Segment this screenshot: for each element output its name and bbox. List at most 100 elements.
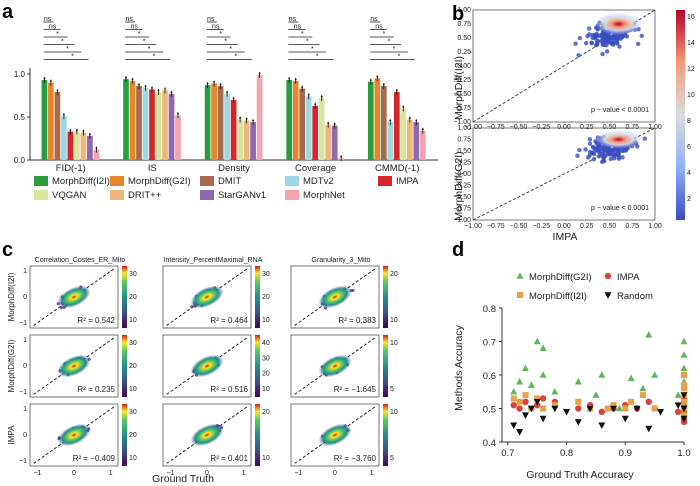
data-dot: [258, 72, 261, 75]
category-label: IS: [148, 163, 157, 174]
bar: [54, 92, 61, 160]
sig-mark: *: [138, 31, 141, 38]
data-dot: [415, 119, 418, 122]
bar: [217, 86, 224, 160]
data-dot: [294, 78, 297, 81]
marker-triangle-up: [516, 377, 524, 385]
bar: [406, 119, 413, 160]
x-tick-label: 0.75: [625, 124, 639, 131]
y-tick-label: 0.6: [483, 371, 496, 382]
marker-square: [551, 402, 558, 409]
legend-swatch: [285, 190, 299, 200]
y-tick-label: 0.50: [457, 35, 471, 42]
bar: [243, 120, 250, 160]
x-tick-label: −0.50: [510, 223, 528, 230]
marker-triangle-up: [539, 344, 547, 351]
data-dot: [301, 86, 304, 89]
scatter-point: [616, 155, 622, 160]
marker-triangle-down: [680, 392, 688, 399]
colorbar-tick-label: 5: [390, 455, 394, 462]
bar: [149, 89, 155, 160]
data-dot: [170, 91, 173, 94]
data-dot: [333, 123, 336, 125]
scatter-point: [642, 136, 648, 141]
series-Random: [510, 392, 688, 436]
data-dot: [226, 91, 229, 94]
colorbar-tick-label: 10: [390, 317, 398, 324]
colorbar-tick-label: 10: [687, 92, 695, 99]
data-dot: [43, 77, 46, 80]
panel-c-subplot: R² = 0.464 30 20 10: [162, 265, 270, 329]
column-title: Granularity_3_Mito: [311, 257, 370, 264]
colorbar-tick-label: 10: [129, 317, 137, 324]
bar: [162, 90, 168, 160]
r2-label: R² = −1.645: [334, 385, 377, 394]
r2-label: R² = 0.383: [338, 316, 376, 325]
scatter-point: [620, 155, 625, 160]
marker-triangle-up: [592, 391, 600, 398]
y-tick-label: 0: [23, 432, 27, 439]
scatter-point: [600, 42, 606, 47]
data-dot: [63, 113, 65, 116]
data-dot: [125, 76, 127, 79]
x-tick-label: 1: [109, 470, 113, 477]
colorbar-tick-label: 20: [390, 271, 398, 278]
colorbar-tick-label: 4: [687, 170, 691, 177]
legend-label: MorphDiff(G2I): [128, 176, 191, 187]
panel-a-legend: MorphDiff(I2I) VQGAN MorphDiff(G2I) DRIT++ D…: [34, 176, 419, 201]
sig-mark: *: [148, 46, 151, 53]
scatter-point: [587, 32, 592, 37]
scatter-point: [583, 147, 588, 152]
scatter-point: [576, 53, 581, 58]
y-tick-label: −0.50: [453, 194, 471, 201]
y-tick-label: 1.00: [457, 125, 471, 132]
colorbar-tick-label: 30: [262, 271, 270, 278]
scatter-point: [623, 148, 628, 153]
panel-b-subplot: −1.00 −0.75 −0.50 −0.25 0.00 0.25 0.50 0.75 1.00…: [453, 125, 662, 230]
panel-c-xlabel: Ground Truth: [152, 473, 214, 485]
x-tick-label: −0.75: [487, 223, 505, 230]
bar: [256, 74, 263, 160]
sig-mark: *: [153, 54, 156, 61]
marker-triangle-up: [527, 381, 535, 388]
scatter-point: [573, 41, 578, 46]
sig-mark: *: [56, 31, 59, 38]
marker-triangle-up: [627, 374, 635, 382]
colorbar: [122, 404, 127, 466]
colorbar-tick-label: 14: [687, 40, 695, 47]
category-label: FID(-1): [56, 163, 86, 174]
colorbar: [255, 266, 260, 328]
diagonal: [166, 337, 248, 395]
sig-mark: *: [306, 39, 309, 46]
bar: [129, 80, 136, 160]
marker-square: [628, 398, 635, 405]
data-dot: [314, 103, 317, 106]
colorbar-tick-label: 10: [390, 409, 398, 416]
scatter-point: [616, 149, 621, 155]
marker-square: [681, 382, 687, 389]
data-dot: [213, 81, 216, 83]
data-dot: [219, 83, 222, 86]
legend-swatch: [34, 190, 48, 200]
y-tick-label: 0.00: [457, 63, 471, 70]
legend-swatch: [200, 190, 214, 200]
data-dot: [95, 147, 98, 150]
y-tick-label: −0.75: [453, 206, 471, 213]
scatter-point: [590, 150, 595, 155]
scatter-point: [599, 159, 605, 165]
bar: [237, 119, 243, 160]
data-dot: [327, 122, 330, 125]
x-tick-label: 0.8: [560, 448, 573, 459]
scatter-point: [603, 32, 608, 38]
r2-label: R² = 0.235: [77, 385, 115, 394]
bar: [380, 86, 387, 160]
x-tick-label: 0.50: [603, 124, 617, 131]
sig-mark: *: [398, 54, 401, 61]
marker-triangle-up: [574, 377, 582, 385]
colorbar-tick-label: 12: [687, 66, 695, 73]
sig-mark: ns: [370, 16, 378, 23]
sig-mark: ns: [212, 24, 220, 31]
marker-circle: [516, 405, 523, 412]
data-dot: [56, 89, 59, 92]
bar: [48, 82, 54, 160]
